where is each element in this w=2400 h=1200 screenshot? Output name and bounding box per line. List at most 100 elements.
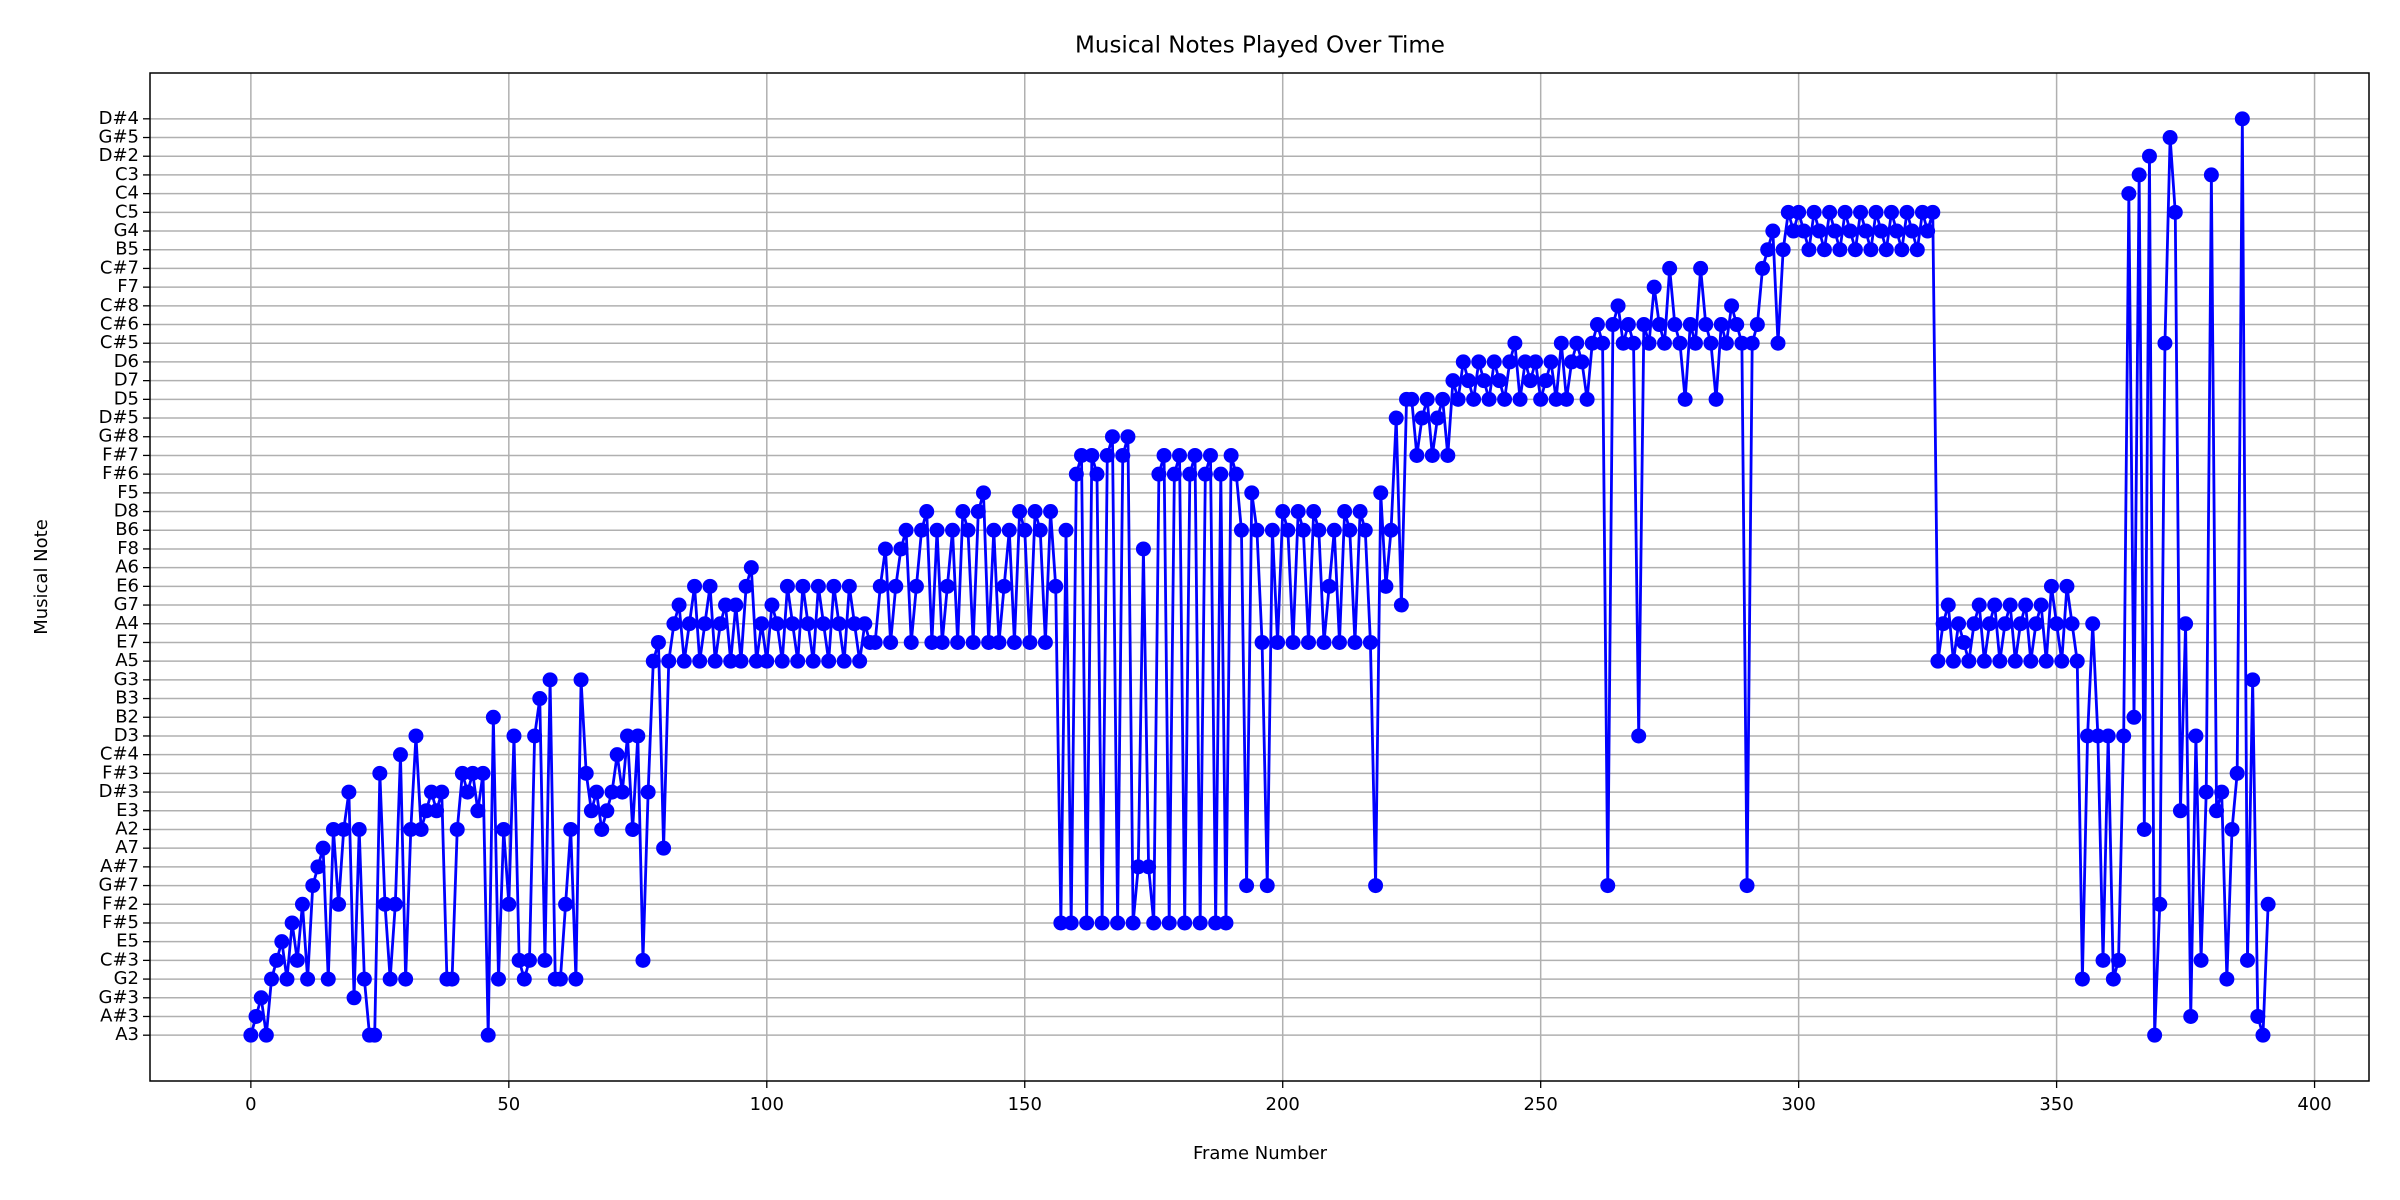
note-marker — [2193, 952, 2209, 968]
note-marker — [2229, 765, 2245, 781]
note-marker — [831, 616, 847, 632]
note-marker — [1672, 335, 1688, 351]
note-marker — [857, 616, 873, 632]
note-marker — [1734, 335, 1750, 351]
note-marker — [1816, 242, 1832, 258]
note-marker — [877, 541, 893, 557]
note-marker — [1667, 317, 1683, 333]
note-marker — [872, 578, 888, 594]
note-marker — [2157, 335, 2173, 351]
note-marker — [1063, 915, 1079, 931]
note-marker — [1677, 391, 1693, 407]
note-marker — [955, 504, 971, 520]
note-marker — [336, 821, 352, 837]
note-marker — [764, 597, 780, 613]
note-marker — [919, 504, 935, 520]
note-marker — [1270, 634, 1286, 650]
note-marker — [1264, 522, 1280, 538]
note-marker — [527, 728, 543, 744]
note-marker — [1388, 410, 1404, 426]
plot-frame — [149, 72, 2370, 1082]
note-marker — [883, 634, 899, 650]
note-marker — [650, 634, 666, 650]
note-marker — [1703, 335, 1719, 351]
note-marker — [1295, 522, 1311, 538]
note-marker — [1780, 204, 1796, 220]
note-marker — [2219, 971, 2235, 987]
note-marker — [1765, 223, 1781, 239]
note-marker — [1785, 223, 1801, 239]
note-marker — [1068, 466, 1084, 482]
y-tick-label: A#7 — [100, 856, 139, 877]
note-marker — [1280, 522, 1296, 538]
note-marker — [1429, 410, 1445, 426]
note-marker — [248, 1008, 264, 1024]
note-marker — [284, 915, 300, 931]
note-marker — [1104, 429, 1120, 445]
x-tick-label: 100 — [750, 1094, 784, 1115]
note-marker — [1006, 634, 1022, 650]
note-marker — [300, 971, 316, 987]
note-marker — [759, 653, 775, 669]
y-tick-label: G3 — [114, 669, 139, 690]
note-marker — [1894, 242, 1910, 258]
y-tick-label: A5 — [115, 650, 139, 671]
note-marker — [1517, 354, 1533, 370]
y-tick-label: E3 — [116, 800, 139, 821]
note-marker — [1146, 915, 1162, 931]
note-marker — [1564, 354, 1580, 370]
y-tick-label: F#7 — [102, 444, 139, 465]
note-marker — [1956, 634, 1972, 650]
note-marker — [387, 896, 403, 912]
y-tick-label: B3 — [115, 688, 139, 709]
note-marker — [1115, 447, 1131, 463]
note-marker — [867, 634, 883, 650]
note-marker — [1228, 466, 1244, 482]
note-marker — [1878, 242, 1894, 258]
note-marker — [1914, 204, 1930, 220]
note-marker — [1218, 915, 1234, 931]
note-marker — [1187, 447, 1203, 463]
note-marker — [1708, 391, 1724, 407]
note-marker — [2095, 952, 2111, 968]
note-marker — [681, 616, 697, 632]
note-marker — [609, 747, 625, 763]
y-tick-label: A4 — [115, 613, 139, 634]
note-marker — [1827, 223, 1843, 239]
note-marker — [2260, 896, 2276, 912]
note-marker — [1001, 522, 1017, 538]
note-marker — [924, 634, 940, 650]
note-marker — [1151, 466, 1167, 482]
note-marker — [382, 971, 398, 987]
y-tick-label: F#5 — [102, 912, 139, 933]
note-marker — [1450, 391, 1466, 407]
y-tick-label: F5 — [117, 482, 139, 503]
note-marker — [1373, 485, 1389, 501]
note-marker — [800, 616, 816, 632]
note-marker — [2255, 1027, 2271, 1043]
note-marker — [2152, 896, 2168, 912]
y-tick-label: A7 — [115, 837, 139, 858]
note-marker — [960, 522, 976, 538]
note-marker — [2224, 821, 2240, 837]
y-tick-label: F#3 — [102, 762, 139, 783]
note-marker — [1997, 616, 2013, 632]
note-marker — [661, 653, 677, 669]
note-marker — [1528, 354, 1544, 370]
note-marker — [1729, 317, 1745, 333]
y-tick-label: D5 — [114, 388, 139, 409]
note-marker — [702, 578, 718, 594]
y-tick-label: C#3 — [100, 949, 139, 970]
note-marker — [1254, 634, 1270, 650]
note-marker — [1471, 354, 1487, 370]
note-marker — [1693, 260, 1709, 276]
note-marker — [1074, 447, 1090, 463]
note-marker — [1987, 597, 2003, 613]
note-marker — [986, 522, 1002, 538]
note-marker — [1904, 223, 1920, 239]
note-marker — [1306, 504, 1322, 520]
note-marker — [449, 821, 465, 837]
note-marker — [1522, 373, 1538, 389]
note-marker — [1290, 504, 1306, 520]
note-marker — [2023, 653, 2039, 669]
